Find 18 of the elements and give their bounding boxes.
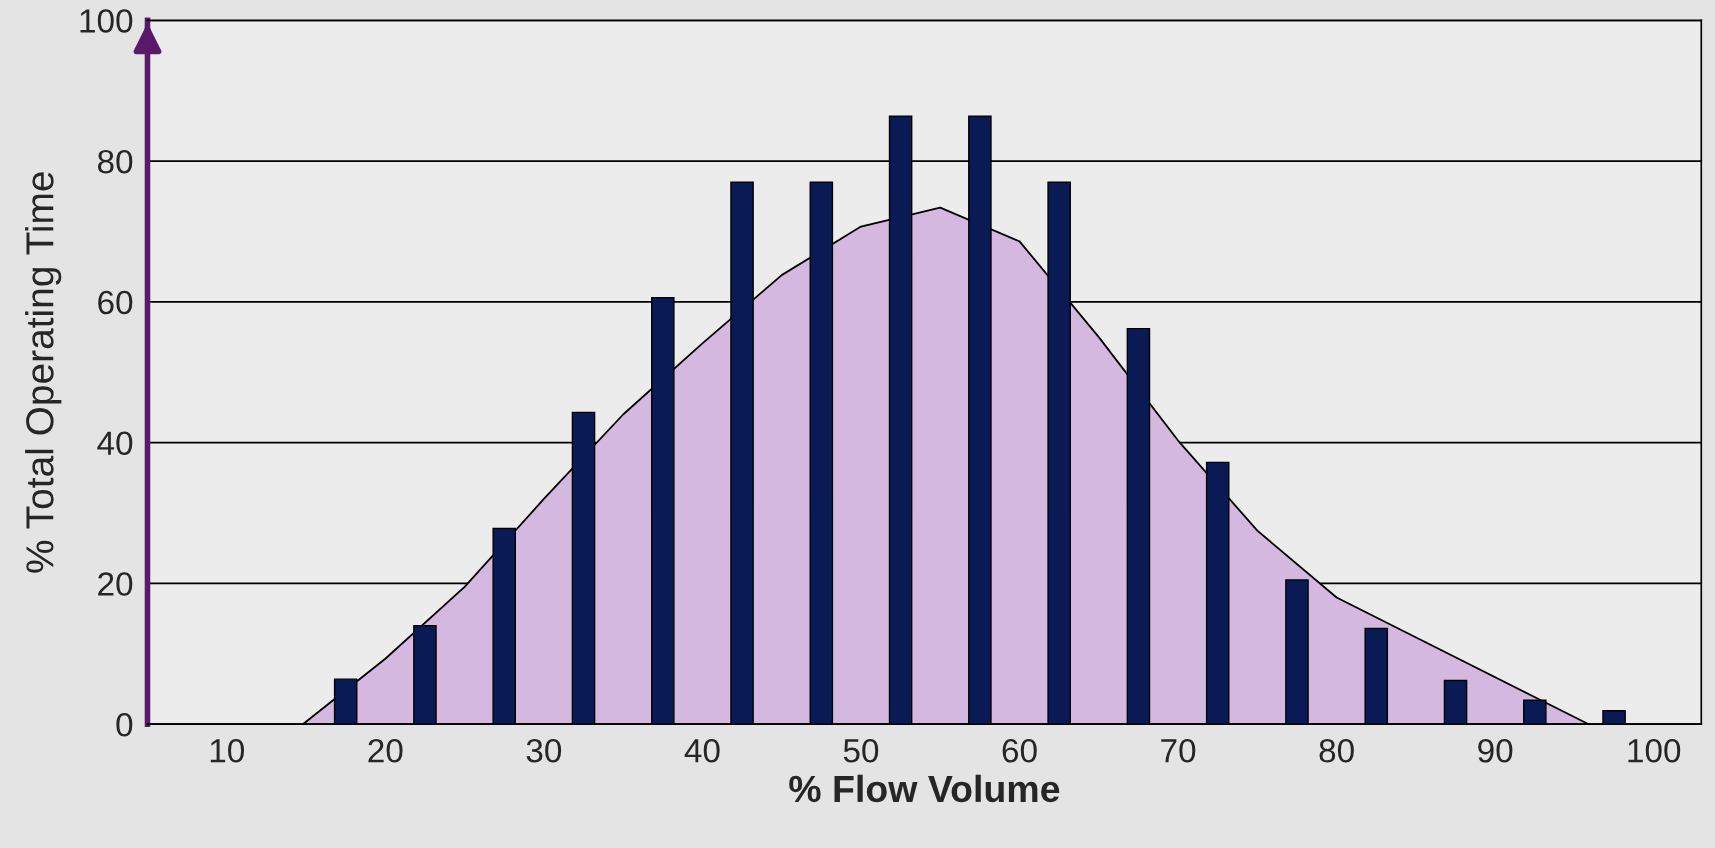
x-tick-label: 50 <box>843 738 879 763</box>
x-tick-label: 90 <box>1478 738 1513 763</box>
y-tick-label: 20 <box>98 572 133 596</box>
y-tick-label: 40 <box>97 431 133 456</box>
x-tick-label: 10 <box>210 738 244 763</box>
y-tick-label: 100 <box>80 9 133 33</box>
x-tick-label: 70 <box>1161 738 1196 763</box>
x-tick-label: 40 <box>684 738 720 763</box>
y-tick-label: 80 <box>97 149 133 174</box>
x-tick-label: 60 <box>1002 738 1037 763</box>
x-tick-label: 80 <box>1319 738 1354 763</box>
x-axis-title: % Flow Volume <box>789 774 1060 803</box>
y-tick-label: 60 <box>98 290 133 315</box>
x-tick-label: 20 <box>368 738 403 763</box>
y-tick-label: 0 <box>116 712 133 737</box>
x-tick-label: 100 <box>1628 738 1681 763</box>
x-tick-label: 30 <box>526 738 562 763</box>
y-axis-title: % Total Operating Time <box>25 172 62 573</box>
